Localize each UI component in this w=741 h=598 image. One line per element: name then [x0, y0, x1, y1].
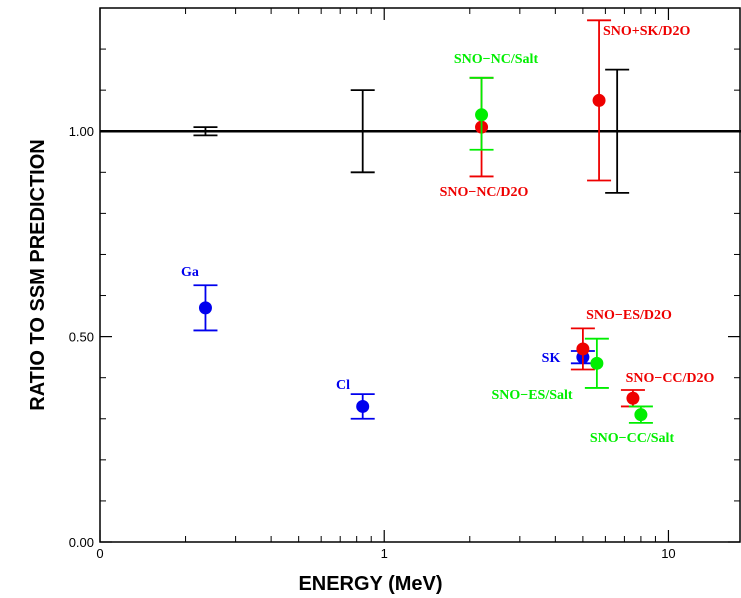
- annotation-label: SNO−NC/D2O: [440, 185, 529, 200]
- data-marker: [634, 408, 648, 422]
- data-point: [628, 405, 653, 424]
- data-point: [605, 68, 630, 194]
- annotation-label: SK: [542, 351, 561, 366]
- y-tick-label: 1.00: [69, 124, 94, 139]
- data-point: [193, 284, 218, 332]
- data-marker: [590, 356, 604, 370]
- ticks-group: 0.00 0.50 1.00 0 1 10: [69, 8, 740, 561]
- data-point: [469, 76, 494, 151]
- data-point: [584, 337, 609, 389]
- data-point: [193, 126, 218, 137]
- data-point: [587, 19, 612, 182]
- x-axis-title: ENERGY (MeV): [298, 573, 442, 595]
- data-marker: [356, 399, 370, 413]
- annotation-label: SNO−ES/Salt: [491, 388, 572, 403]
- x-tick-label: 1: [381, 546, 388, 561]
- data-point: [350, 393, 375, 420]
- annotations-group: Ga Cl SK SNO−NC/Salt SNO−NC/D2O SNO+SK/D2O SNO…: [181, 24, 714, 446]
- data-marker: [198, 301, 212, 315]
- annotation-label: SNO−CC/Salt: [590, 431, 675, 446]
- series-group: [193, 19, 653, 424]
- data-point: [570, 327, 595, 371]
- annotation-label: SNO−CC/D2O: [626, 371, 715, 386]
- data-marker: [626, 391, 640, 405]
- annotation-label: Cl: [336, 378, 350, 393]
- plot-frame: [99, 7, 741, 543]
- data-point: [350, 89, 375, 174]
- annotation-label: SNO−ES/D2O: [586, 308, 672, 323]
- data-point: [620, 389, 645, 408]
- annotation-label: Ga: [181, 265, 199, 280]
- y-axis-title: RATIO TO SSM PREDICTION: [27, 139, 49, 411]
- x-tick-label: 10: [661, 546, 675, 561]
- data-marker: [592, 93, 606, 107]
- annotation-label: SNO+SK/D2O: [603, 24, 690, 39]
- data-marker: [576, 342, 590, 356]
- annotation-label: SNO−NC/Salt: [454, 52, 539, 67]
- data-marker: [475, 108, 489, 122]
- x-tick-label: 0: [96, 546, 103, 561]
- y-tick-label: 0.00: [69, 535, 94, 550]
- y-tick-label: 0.50: [69, 330, 94, 345]
